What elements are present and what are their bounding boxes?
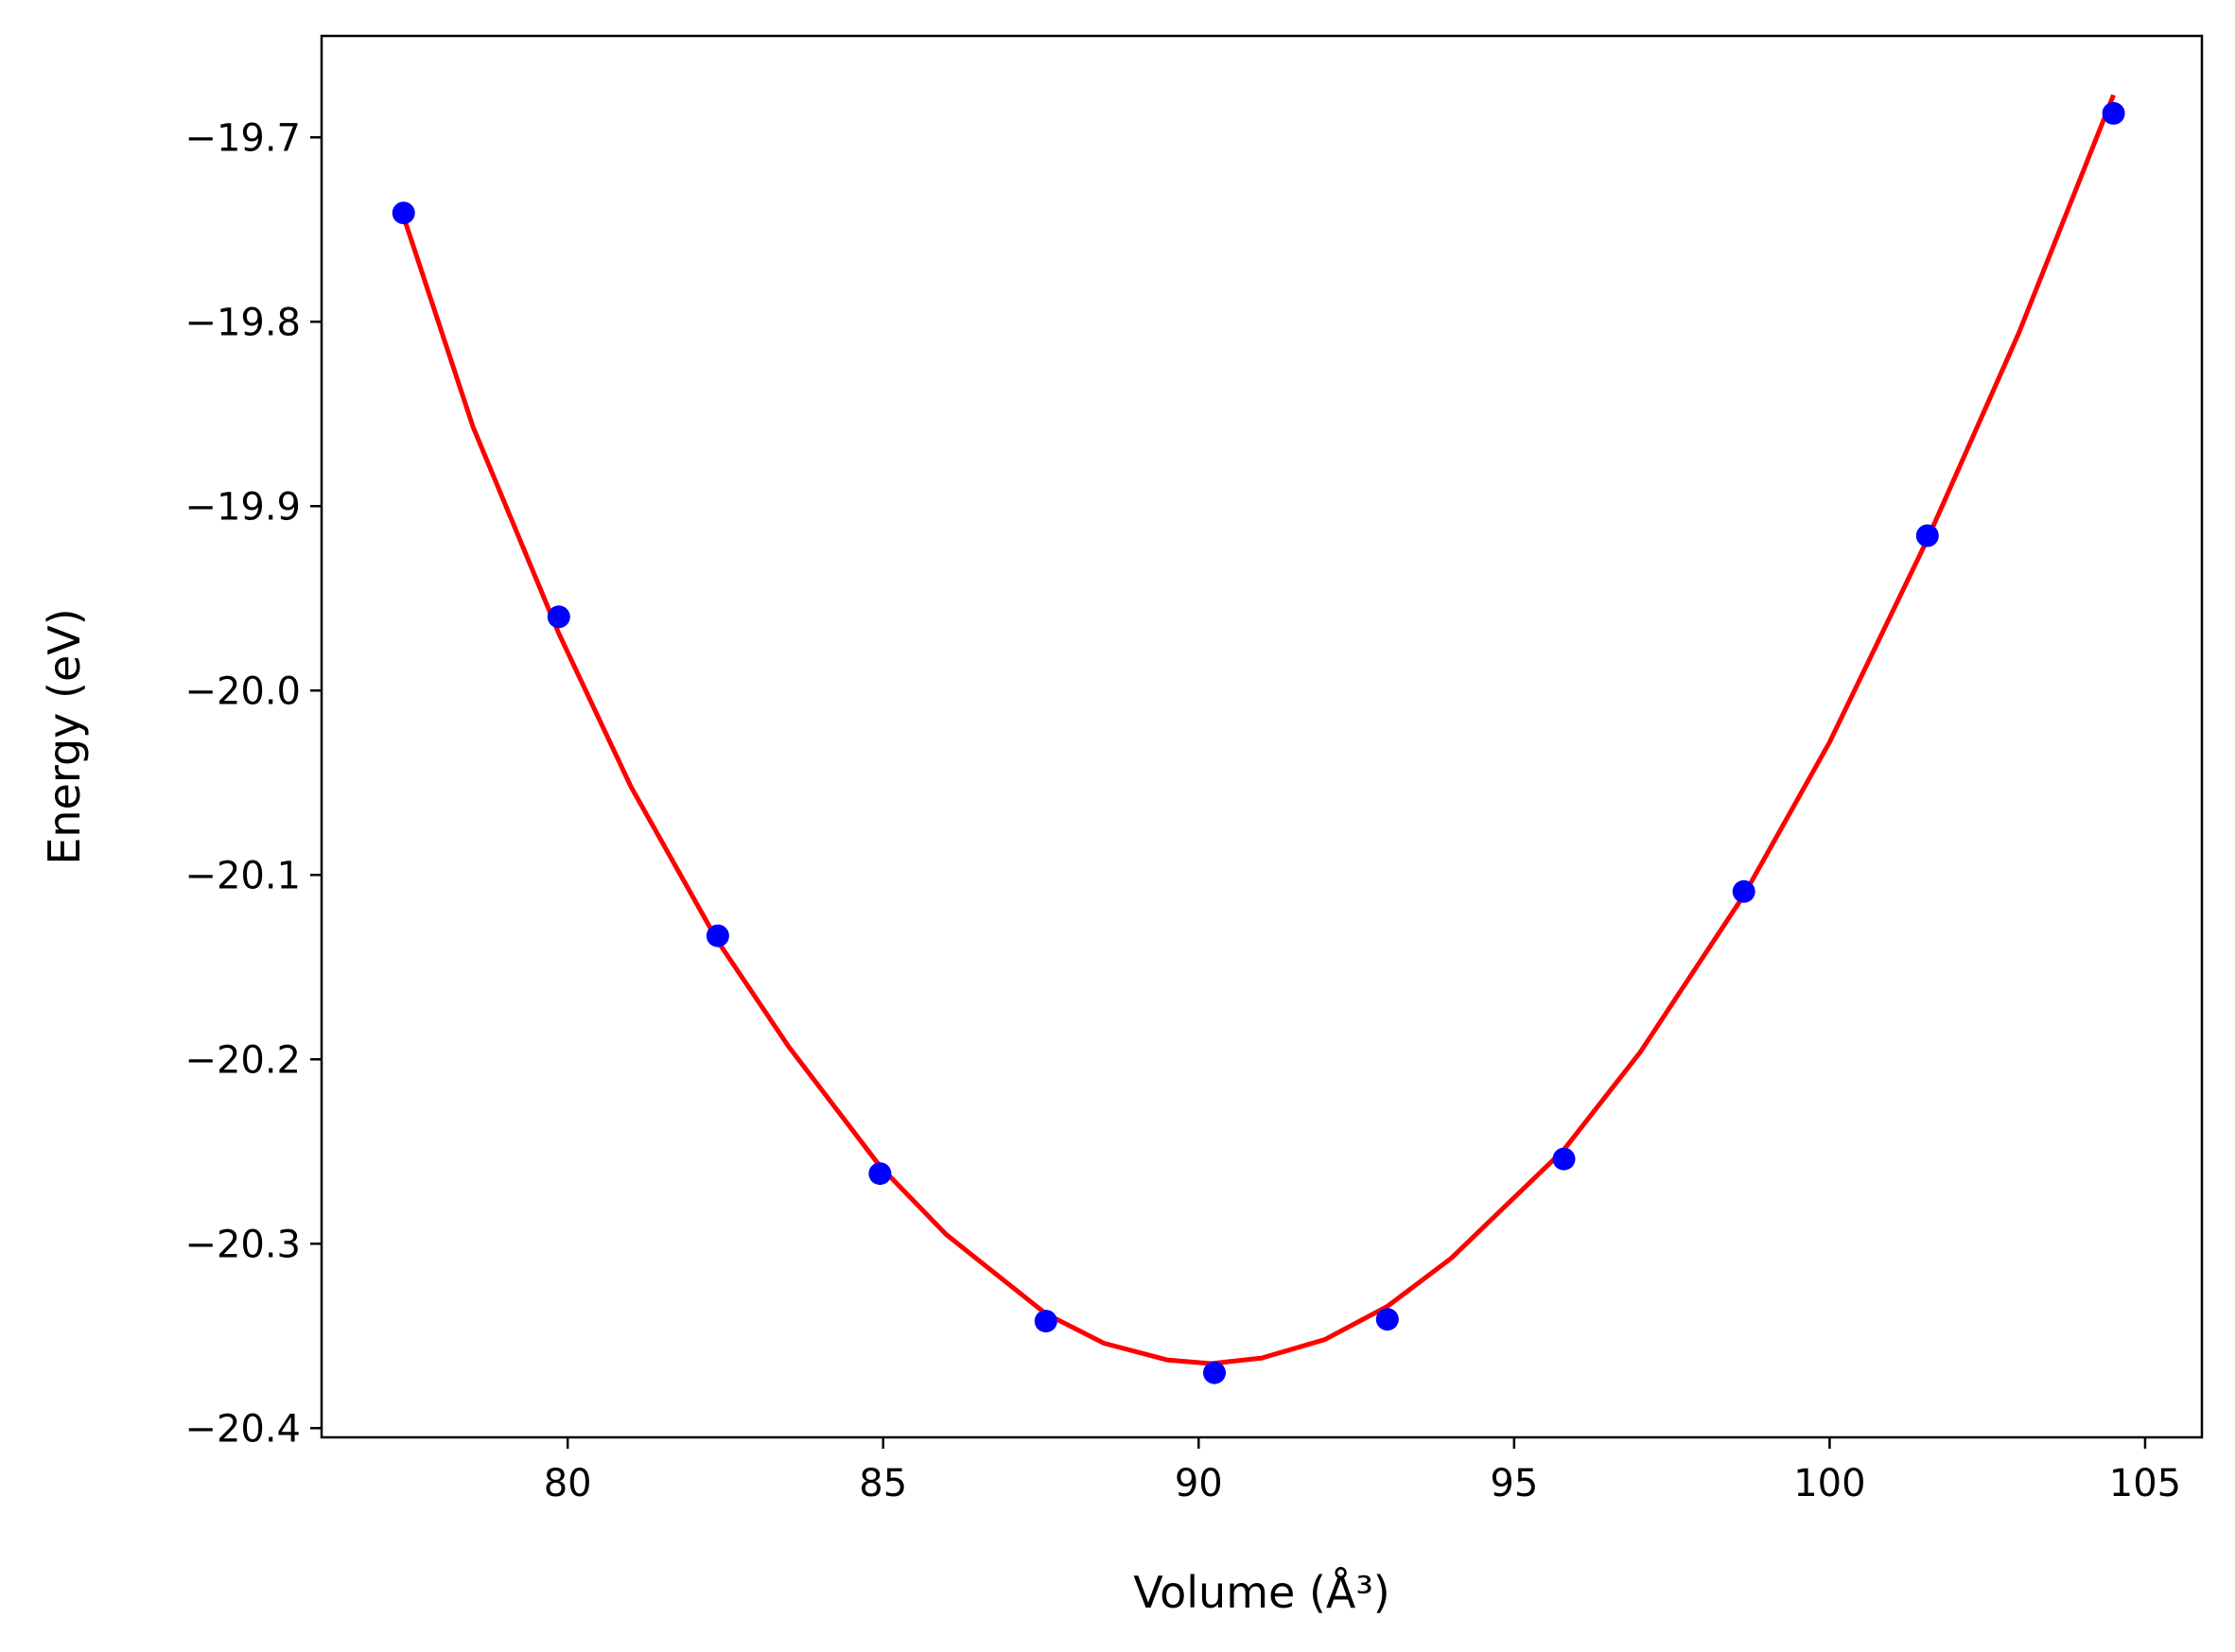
- x-ticks: 80 85 90 95 100 105: [544, 1437, 2181, 1505]
- y-tick-label: −20.1: [184, 854, 301, 897]
- data-point: [392, 201, 415, 225]
- data-point: [1915, 524, 1939, 548]
- y-tick-label: −20.2: [184, 1038, 301, 1082]
- y-tick-label: −20.0: [184, 669, 301, 713]
- data-point: [1375, 1308, 1399, 1331]
- y-ticks: −20.4 −20.3 −20.2 −20.1 −20.0 −19.9 −19.8 −19.7: [184, 116, 322, 1451]
- data-point: [547, 605, 570, 629]
- x-tick-label: 100: [1793, 1462, 1865, 1505]
- y-tick-label: −20.3: [184, 1223, 301, 1266]
- y-tick-label: −19.9: [184, 485, 301, 529]
- data-point: [868, 1162, 892, 1186]
- axes-frame: [320, 34, 2204, 1439]
- y-tick-label: −19.7: [184, 116, 301, 160]
- y-tick-label: −19.8: [184, 301, 301, 344]
- x-tick-label: 80: [544, 1462, 592, 1505]
- x-axis-label: Volume (Å³): [1133, 1567, 1390, 1618]
- data-point: [1732, 879, 1755, 903]
- data-point: [706, 924, 729, 948]
- data-points-layer: [392, 101, 2125, 1384]
- data-point: [2102, 101, 2125, 125]
- data-point: [1203, 1361, 1226, 1384]
- plot-area: [322, 36, 2202, 1437]
- x-tick-label: 85: [859, 1462, 907, 1505]
- x-tick-label: 90: [1175, 1462, 1223, 1505]
- y-axis-label: Energy (eV): [39, 608, 90, 864]
- y-tick-label: −20.4: [184, 1407, 301, 1451]
- x-tick-label: 105: [2109, 1462, 2181, 1505]
- x-tick-label: 95: [1490, 1462, 1538, 1505]
- data-point: [1034, 1310, 1057, 1333]
- data-point: [1552, 1147, 1576, 1171]
